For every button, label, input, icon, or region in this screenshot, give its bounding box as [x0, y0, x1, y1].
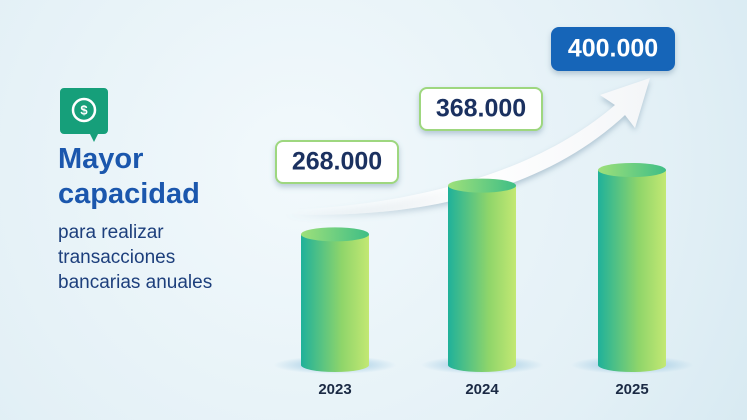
x-tick-label: 2024	[465, 381, 499, 398]
x-tick-label: 2025	[615, 381, 648, 398]
x-tick-label: 2023	[318, 381, 351, 398]
value-label-box	[419, 87, 543, 131]
icon: $	[60, 88, 108, 142]
value-label: 268.000	[292, 148, 382, 176]
subtitle: para realizar transacciones bancarias an…	[58, 222, 213, 293]
bar	[598, 170, 666, 372]
value-label: 368.000	[436, 95, 526, 123]
value-label: 400.000	[568, 35, 658, 63]
bar-top	[448, 178, 516, 193]
bar	[301, 234, 369, 372]
svg-text:$: $	[80, 102, 88, 117]
bar	[448, 185, 516, 372]
text-block: Mayor capacidad para realizar transaccio…	[58, 142, 233, 295]
bar-top	[598, 163, 666, 177]
title: Mayor capacidad	[58, 143, 200, 210]
value-label-box	[551, 27, 675, 71]
bar-top	[301, 227, 369, 242]
value-label-box	[275, 140, 399, 184]
